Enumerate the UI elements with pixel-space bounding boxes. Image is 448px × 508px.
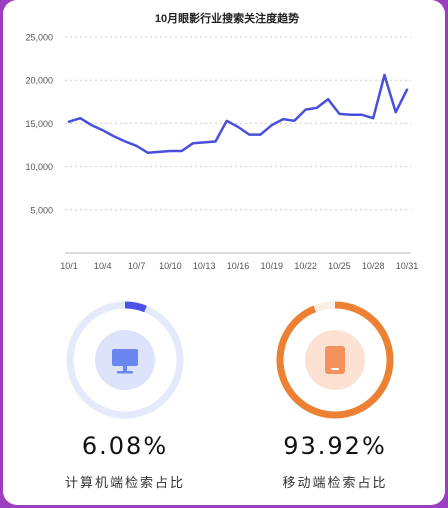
line-chart: 5,000 10,000 15,000 20,000 25,000 10/1 10/4 10… [25,33,419,272]
y-tick-label: 25,000 [25,33,53,43]
x-tick-label: 10/1 [60,261,78,271]
x-tick-label: 10/25 [328,261,351,271]
series-line [67,73,409,155]
x-tick-label: 10/13 [193,261,216,271]
y-tick-label: 20,000 [25,76,53,86]
mobile-icon-badge [305,330,365,390]
x-tick-label: 10/22 [294,261,317,271]
pc-share-ring [65,300,185,420]
chart-title: 10月眼影行业搜索关注度趋势 [154,13,300,25]
monitor-icon [112,349,138,374]
mobile-ring-progress [276,301,394,419]
tablet-icon [325,346,345,374]
x-tick-label: 10/31 [396,261,419,271]
y-tick-label: 5,000 [30,205,53,215]
y-tick-label: 10,000 [25,162,53,172]
pc-percent: 6.08% [81,432,169,460]
x-tick-label: 10/19 [261,261,284,271]
pc-label: 计算机端检索占比 [64,475,185,490]
pc-ring-progress [66,301,184,419]
dashboard-card: 10月眼影行业搜索关注度趋势 5,000 10,000 15,000 20,000 25… [3,0,445,505]
x-tick-label: 10/28 [362,261,385,271]
mobile-share-ring [275,300,395,420]
mobile-label: 移动端检索占比 [282,475,388,490]
mobile-percent: 93.92% [283,432,387,460]
x-tick-label: 10/4 [94,261,112,271]
x-tick-label: 10/7 [128,261,146,271]
pc-icon-badge [95,330,155,390]
y-tick-label: 15,000 [25,119,53,129]
x-tick-label: 10/16 [227,261,250,271]
x-tick-label: 10/10 [159,261,182,271]
